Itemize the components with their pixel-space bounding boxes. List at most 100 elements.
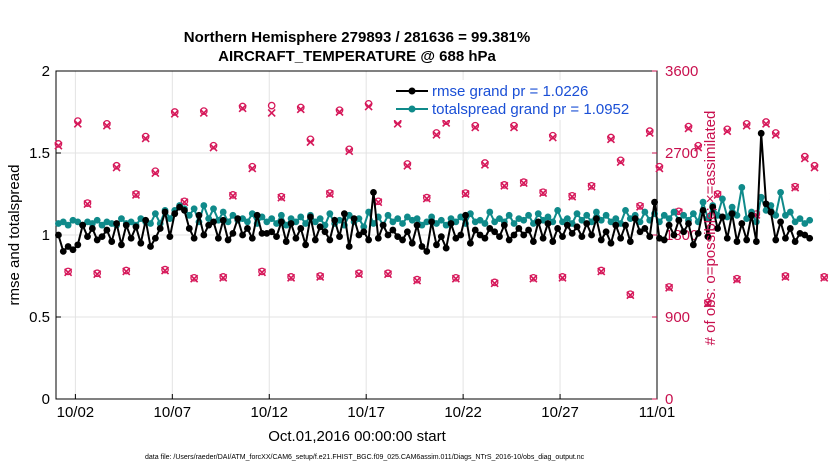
rmse-point — [738, 220, 746, 227]
obs-possible-point — [170, 108, 179, 116]
totalspread-point — [336, 216, 343, 224]
chart-title-line2: AIRCRAFT_TEMPERATURE @ 688 hPa — [218, 48, 496, 65]
obs-possible-point — [112, 161, 121, 170]
obs-assimilated-point — [83, 199, 92, 209]
obs-possible-point — [490, 278, 499, 287]
rmse-point — [471, 226, 479, 234]
rmse-point — [370, 188, 377, 196]
rmse-point — [350, 215, 358, 223]
rmse-point — [728, 210, 736, 218]
obs-possible-point — [616, 156, 625, 165]
rmse-point — [171, 210, 179, 218]
rmse-point — [190, 234, 198, 242]
totalspread-point — [239, 215, 247, 223]
rmse-point — [88, 225, 96, 232]
totalspread-point — [403, 213, 411, 221]
obs-possible-point — [277, 192, 286, 201]
rmse-point — [631, 215, 639, 223]
rmse-point — [588, 231, 595, 239]
rmse-point — [791, 238, 799, 245]
totalspread-point — [670, 208, 678, 216]
totalspread-point — [496, 215, 503, 223]
totalspread-point — [205, 215, 213, 223]
totalspread-point — [641, 208, 649, 216]
rmse-point — [743, 236, 751, 244]
rmse-point — [549, 238, 557, 245]
obs-assimilated-point — [461, 189, 470, 199]
obs-possible-point — [335, 106, 344, 115]
totalspread-point — [399, 220, 406, 227]
y-tick-label: 0 — [42, 391, 50, 408]
obs-assimilated-point — [112, 163, 121, 172]
obs-assimilated-point — [568, 192, 577, 201]
obs-assimilated-point — [160, 266, 170, 275]
x-tick-label: 10/22 — [444, 404, 482, 421]
rmse-point — [505, 236, 513, 244]
rmse-point — [466, 239, 474, 247]
totalspread-point — [796, 215, 804, 223]
totalspread-point — [559, 218, 566, 226]
rmse-point — [617, 234, 625, 242]
rmse-point — [447, 220, 455, 227]
y-tick-label: 1.5 — [29, 145, 50, 162]
obs-possible-point — [132, 190, 140, 198]
rmse-series — [55, 129, 814, 255]
rmse-point — [132, 223, 140, 231]
totalspread-point — [263, 218, 271, 226]
obs-possible-point — [54, 140, 63, 148]
obs-assimilated-point — [694, 143, 703, 152]
totalspread-point — [491, 218, 499, 226]
legend-spread-marker — [408, 105, 416, 113]
obs-assimilated-point — [732, 275, 742, 284]
obs-possible-point — [452, 273, 460, 282]
x-tick-label: 10/07 — [154, 404, 192, 421]
obs-assimilated-point — [403, 161, 412, 170]
rmse-point — [287, 220, 295, 227]
totalspread-point — [806, 216, 814, 224]
totalspread-point — [476, 216, 484, 224]
rmse-point — [675, 216, 683, 224]
rmse-point — [408, 239, 416, 247]
obs-assimilated-point — [626, 291, 635, 300]
obs-assimilated-point — [761, 119, 771, 128]
obs-possible-point — [258, 267, 266, 276]
x-tick-label: 10/17 — [347, 404, 385, 421]
obs-assimilated-point — [335, 107, 344, 117]
totalspread-point — [118, 215, 125, 223]
rmse-point — [413, 221, 421, 229]
obs-assimilated-point — [655, 164, 664, 173]
rmse-point — [336, 233, 343, 241]
totalspread-point — [689, 210, 697, 218]
rmse-point — [525, 226, 532, 234]
obs-assimilated-point — [199, 108, 208, 117]
totalspread-point — [723, 213, 731, 221]
rmse-point — [786, 225, 794, 232]
rmse-point — [578, 233, 586, 241]
totalspread-point — [743, 215, 751, 223]
rmse-point — [801, 231, 809, 239]
obs-possible-point — [713, 190, 722, 198]
obs-assimilated-point — [364, 102, 373, 111]
rmse-point — [723, 234, 731, 242]
obs-possible-point — [548, 131, 557, 140]
obs-assimilated-point — [287, 273, 296, 282]
rmse-point — [326, 236, 334, 244]
rmse-point — [714, 225, 721, 232]
obs-assimilated-point — [238, 104, 247, 113]
obs-assimilated-point — [442, 118, 451, 127]
rmse-point — [704, 233, 712, 241]
obs-possible-point — [103, 119, 111, 128]
obs-possible-point — [694, 141, 703, 150]
obs-possible-point — [461, 189, 470, 197]
rmse-point — [122, 221, 130, 229]
totalspread-point — [437, 216, 445, 224]
obs-possible-point — [180, 197, 189, 206]
obs-assimilated-point — [248, 164, 257, 173]
y-right-tick-label: 0 — [665, 391, 673, 408]
rmse-point — [205, 221, 213, 229]
rmse-point — [234, 215, 242, 223]
rmse-point — [699, 207, 707, 214]
rmse-point — [457, 231, 465, 239]
totalspread-point — [699, 198, 707, 206]
rmse-point — [98, 233, 106, 241]
